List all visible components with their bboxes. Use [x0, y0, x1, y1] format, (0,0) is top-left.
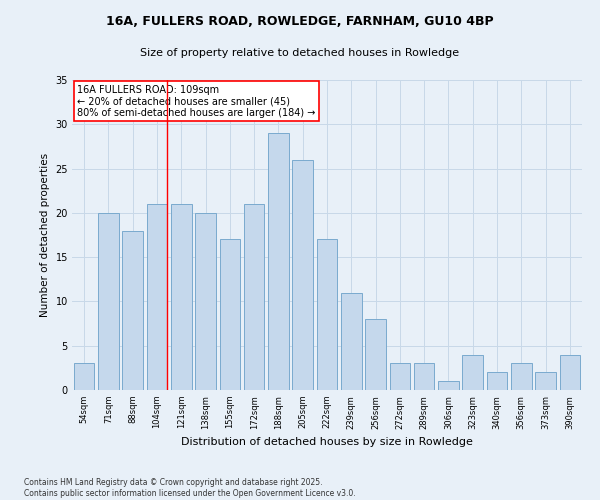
Bar	[414, 364, 434, 390]
Bar	[463, 354, 483, 390]
Bar	[268, 133, 289, 390]
Bar	[244, 204, 265, 390]
Bar	[487, 372, 508, 390]
Text: Contains HM Land Registry data © Crown copyright and database right 2025.
Contai: Contains HM Land Registry data © Crown c…	[24, 478, 356, 498]
Bar	[292, 160, 313, 390]
Bar	[511, 364, 532, 390]
Bar	[438, 381, 459, 390]
Bar	[171, 204, 191, 390]
X-axis label: Distribution of detached houses by size in Rowledge: Distribution of detached houses by size …	[181, 437, 473, 447]
Bar	[317, 240, 337, 390]
Bar	[341, 292, 362, 390]
Bar	[195, 213, 216, 390]
Bar	[365, 319, 386, 390]
Bar	[98, 213, 119, 390]
Bar	[535, 372, 556, 390]
Bar	[220, 240, 240, 390]
Text: Size of property relative to detached houses in Rowledge: Size of property relative to detached ho…	[140, 48, 460, 58]
Bar	[74, 364, 94, 390]
Bar	[389, 364, 410, 390]
Text: 16A FULLERS ROAD: 109sqm
← 20% of detached houses are smaller (45)
80% of semi-d: 16A FULLERS ROAD: 109sqm ← 20% of detach…	[77, 84, 316, 118]
Bar	[146, 204, 167, 390]
Bar	[122, 230, 143, 390]
Text: 16A, FULLERS ROAD, ROWLEDGE, FARNHAM, GU10 4BP: 16A, FULLERS ROAD, ROWLEDGE, FARNHAM, GU…	[106, 15, 494, 28]
Bar	[560, 354, 580, 390]
Y-axis label: Number of detached properties: Number of detached properties	[40, 153, 50, 317]
